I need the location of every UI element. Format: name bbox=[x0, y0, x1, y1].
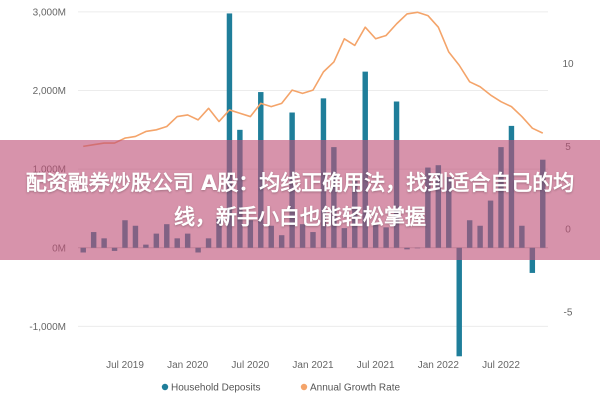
bar bbox=[226, 13, 233, 248]
left-tick-label: -1,000M bbox=[29, 322, 66, 333]
growth-rate-line bbox=[83, 11, 544, 148]
x-tick-label: Jan 2022 bbox=[418, 360, 460, 371]
x-axis: Jul 2019 Jan 2020 Jul 2020 Jan 2021 Jul 2021… bbox=[106, 360, 520, 371]
legend-label-household-deposits: Household Deposits bbox=[171, 383, 261, 394]
bar bbox=[529, 247, 536, 273]
bar bbox=[456, 247, 462, 357]
x-tick-label: Jul 2021 bbox=[357, 360, 395, 371]
x-tick-label: Jul 2020 bbox=[231, 360, 269, 371]
legend: Household Deposits Annual Growth Rate bbox=[161, 383, 400, 394]
x-tick-label: Jul 2019 bbox=[106, 360, 144, 371]
line-series-annual-growth-rate bbox=[83, 11, 544, 148]
x-tick-label: Jan 2020 bbox=[167, 360, 209, 371]
legend-marker-annual-growth-rate bbox=[300, 383, 308, 391]
legend-marker-household-deposits bbox=[161, 383, 169, 391]
x-tick-label: Jan 2021 bbox=[292, 360, 334, 371]
left-tick-label: 2,000M bbox=[33, 86, 66, 97]
headline-banner: 配资融券炒股公司 A股：均线正确用法，找到适合自己的均线，新手小白也能轻松掌握 bbox=[0, 140, 600, 260]
legend-label-annual-growth-rate: Annual Growth Rate bbox=[310, 383, 400, 394]
left-tick-label: 3,000M bbox=[33, 7, 66, 18]
right-tick-label: -5 bbox=[564, 307, 573, 318]
headline-title: 配资融券炒股公司 A股：均线正确用法，找到适合自己的均线，新手小白也能轻松掌握 bbox=[25, 171, 575, 229]
right-tick-label: 10 bbox=[562, 59, 574, 70]
x-tick-label: Jul 2022 bbox=[482, 360, 520, 371]
